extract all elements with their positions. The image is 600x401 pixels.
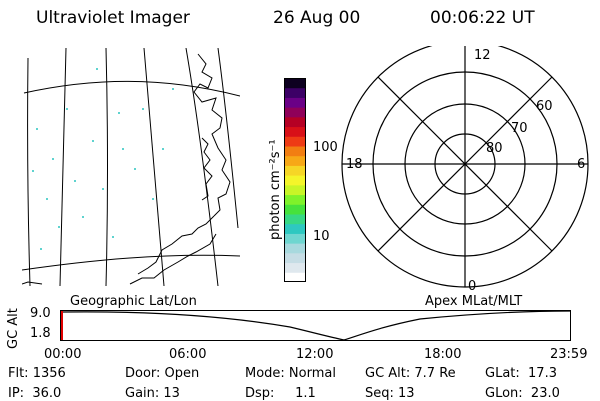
colorbar-cell: [284, 175, 306, 186]
colorbar-cell: [284, 155, 306, 166]
mlt-label-0: 0: [468, 279, 476, 292]
colorbar-cell: [284, 223, 306, 234]
map-noise-pixels: [32, 68, 174, 250]
colorbar-cell: [284, 262, 306, 273]
colorbar-cell: [284, 165, 306, 176]
colorbar-cell: [284, 78, 306, 89]
colorbar-cell: [284, 272, 306, 282]
status-ip: IP: 36.0: [8, 386, 62, 401]
timeline-y-title: GC Alt: [6, 308, 21, 349]
colorbar-cell: [284, 252, 306, 264]
map-coastline: [201, 137, 213, 201]
status-gc-alt: GC Alt: 7.7 Re: [365, 366, 456, 381]
status-seq: Seq: 13: [365, 386, 415, 401]
timeline-tick-0000: 00:00: [44, 347, 82, 362]
colorbar-cell: [284, 116, 306, 128]
mlt-label-18: 18: [346, 157, 363, 172]
mlt-label-12: 12: [474, 48, 491, 63]
app-title: Ultraviolet Imager: [36, 8, 190, 28]
colorbar-cell: [284, 243, 306, 254]
map-coastline: [129, 233, 217, 285]
colorbar-cell: [284, 204, 306, 215]
status-door: Door: Open: [125, 366, 200, 381]
map-latitude-line: [22, 254, 240, 271]
geographic-label: Geographic Lat/Lon: [70, 294, 197, 309]
colorbar: [284, 78, 306, 282]
map-longitude-line: [59, 48, 67, 286]
timeline-y-low: 1.8: [30, 326, 51, 341]
colorbar-cell: [284, 97, 306, 108]
colorbar-cell: [284, 214, 306, 225]
mlat-label-70: 70: [511, 121, 528, 136]
colorbar-cell: [284, 107, 306, 118]
timeline-altitude-curve: [61, 310, 571, 341]
colorbar-cell: [284, 146, 306, 157]
colorbar-cell: [284, 184, 306, 196]
time-label: 00:06:22 UT: [430, 8, 535, 28]
date-label: 26 Aug 00: [273, 8, 361, 28]
colorbar-cell: [284, 87, 306, 98]
status-glon: GLon: 23.0: [485, 386, 560, 401]
status-mode: Mode: Normal: [245, 366, 336, 381]
map-coastline: [22, 281, 43, 285]
timeline-tick-1800: 18:00: [424, 347, 462, 362]
map-longitude-line: [143, 48, 165, 286]
map-longitude-line: [217, 48, 239, 229]
timeline-y-high: 9.0: [30, 306, 51, 321]
timeline-tick-1200: 12:00: [296, 347, 334, 362]
colorbar-cell: [284, 233, 306, 244]
colorbar-cell: [284, 194, 306, 205]
timeline-plot: [60, 310, 571, 341]
timeline-tick-2359: 23:59: [550, 347, 588, 362]
mlat-label-60: 60: [536, 99, 553, 114]
colorbar-tick-100: 100: [313, 140, 338, 155]
status-dsp: Dsp: 1.1: [245, 386, 316, 401]
status-flight: Flt: 1356: [8, 366, 66, 381]
map-coastline: [193, 53, 231, 217]
mlat-label-80: 80: [486, 141, 503, 156]
colorbar-cell: [284, 136, 306, 147]
apex-label: Apex MLat/MLT: [425, 294, 523, 309]
polar-diagonal: [377, 76, 553, 252]
colorbar-units-label: photon cm⁻²s⁻¹: [268, 139, 283, 240]
polar-plot: 12 18 6 0 60 70 80: [341, 46, 589, 292]
status-gain: Gain: 13: [125, 386, 180, 401]
map-latitude-line: [23, 80, 240, 97]
map-longitude-line: [185, 48, 219, 286]
colorbar-tick-10: 10: [313, 229, 330, 244]
mlt-label-6: 6: [577, 157, 585, 172]
geographic-map: [22, 48, 240, 286]
map-coastline: [137, 215, 215, 275]
colorbar-cell: [284, 126, 306, 137]
map-longitude-line: [105, 48, 108, 286]
status-glat: GLat: 17.3: [485, 366, 557, 381]
timeline-tick-0600: 06:00: [169, 347, 207, 362]
map-longitude-line: [27, 57, 31, 286]
